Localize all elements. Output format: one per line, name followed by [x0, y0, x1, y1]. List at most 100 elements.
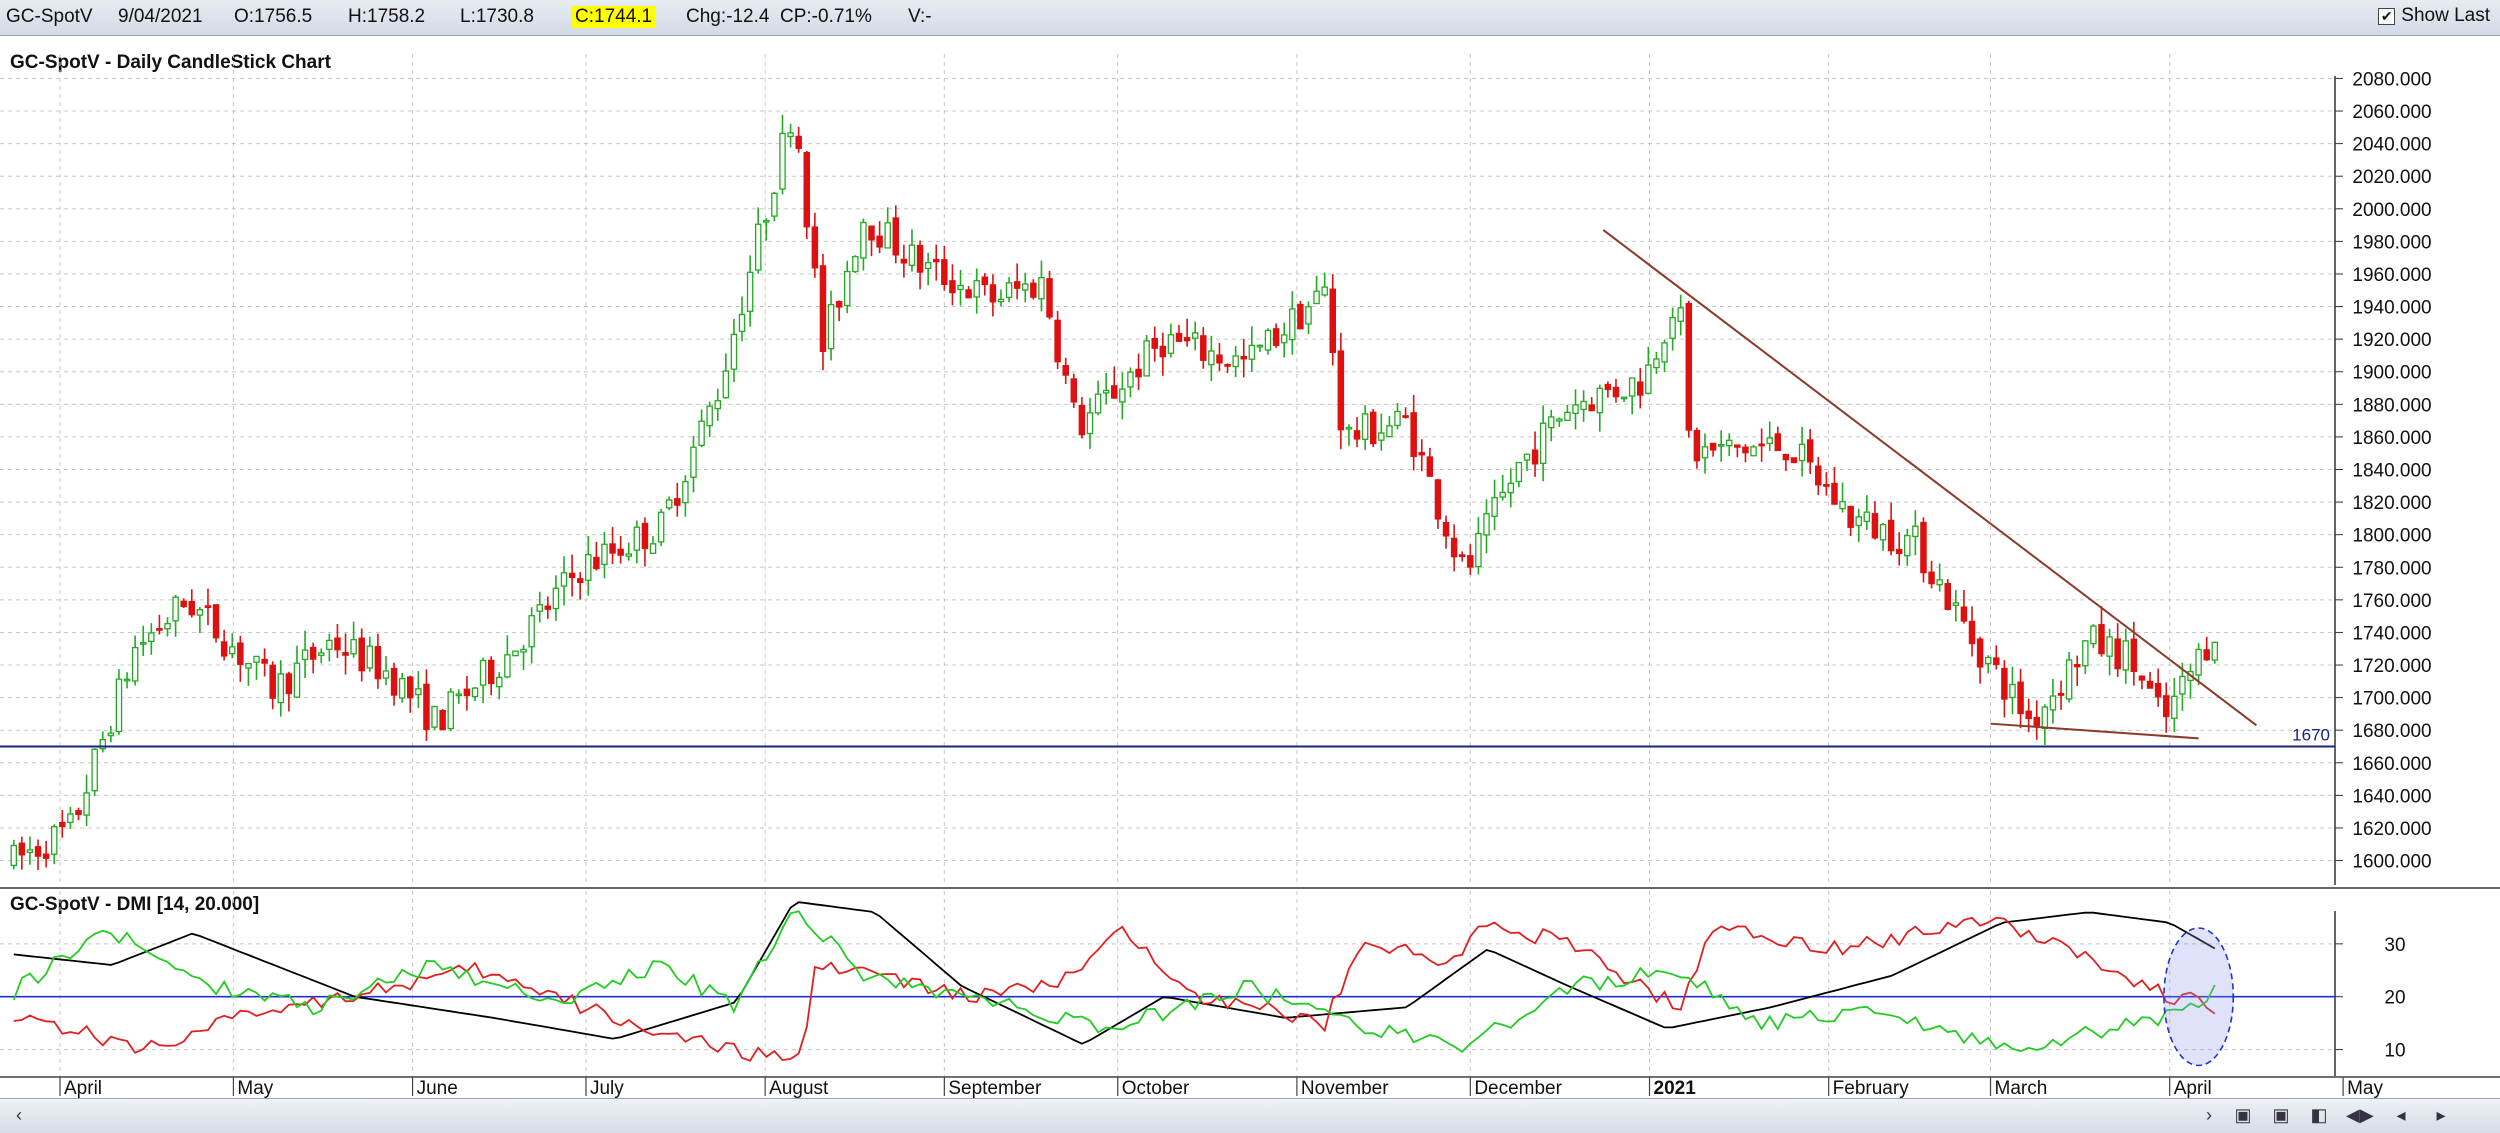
- candle-body: [50, 826, 58, 855]
- zoom-out-icon[interactable]: ▣: [2272, 1105, 2290, 1125]
- candle-body: [1256, 344, 1264, 348]
- step-left-icon[interactable]: ◂: [2396, 1105, 2406, 1125]
- candle-body: [1806, 439, 1814, 463]
- candle-body: [2203, 649, 2210, 661]
- show-last-checkbox[interactable]: ✔: [2378, 7, 2396, 25]
- candle-body: [512, 650, 519, 657]
- show-last-label: Show Last: [2401, 5, 2490, 26]
- candle-body: [180, 600, 187, 608]
- scroll-left-arrow[interactable]: ‹: [16, 1105, 22, 1125]
- candle-body: [1709, 442, 1717, 451]
- candle-body: [1070, 378, 1078, 403]
- candle-body: [1726, 439, 1733, 447]
- time-axis: April May June July August September October No…: [0, 1076, 2500, 1098]
- time-tick-label: October: [1122, 1078, 1190, 1098]
- zoom-in-icon[interactable]: ▣: [2234, 1105, 2252, 1125]
- symbol-label: GC-SpotV: [6, 6, 93, 27]
- candle-body: [593, 556, 600, 570]
- candle-body: [1313, 290, 1320, 305]
- price-tick-label: 1920.000: [2352, 330, 2431, 351]
- chart-canvas[interactable]: GC-SpotV - Daily CandleStick Chart 1600.0…: [0, 36, 2500, 1098]
- candle-body: [269, 664, 276, 699]
- candle-body: [706, 405, 713, 427]
- price-tick-label: 1780.000: [2352, 558, 2431, 579]
- price-tick-label: 1680.000: [2352, 721, 2431, 742]
- candle-body: [1936, 579, 1943, 586]
- candle-body: [237, 642, 244, 665]
- candle-body: [1183, 337, 1191, 342]
- candle-body: [1232, 355, 1239, 368]
- candle-body: [1507, 482, 1515, 494]
- candle-body: [1815, 465, 1822, 486]
- candle-body: [1628, 377, 1636, 397]
- candle-body: [1078, 404, 1086, 436]
- price-tick-label: 1660.000: [2352, 754, 2431, 775]
- candle-body: [220, 641, 228, 657]
- candle-body: [641, 522, 649, 550]
- candle-body: [34, 846, 42, 857]
- scroll-bar[interactable]: ‹ › ▣ ▣ ◧ ◀▶ ◂ ▸: [0, 1098, 2500, 1133]
- candle-body: [1823, 484, 1830, 487]
- candle-body: [949, 280, 956, 294]
- candle-body: [1410, 412, 1417, 458]
- dmi-tick-label: 20: [2384, 988, 2405, 1009]
- candle-body: [746, 271, 754, 312]
- step-right-icon[interactable]: ▸: [2436, 1105, 2446, 1125]
- time-tick-label: May: [237, 1078, 273, 1098]
- candle-body: [382, 670, 390, 679]
- candle-body: [261, 658, 268, 664]
- candle-body: [1329, 288, 1337, 353]
- candle-body: [1159, 345, 1167, 358]
- scroll-right-arrow[interactable]: ›: [2206, 1105, 2212, 1125]
- date-label: 9/04/2021: [118, 6, 203, 27]
- candle-body: [1426, 456, 1434, 477]
- candle-body: [1289, 308, 1296, 341]
- time-tick-label: August: [769, 1078, 829, 1098]
- candle-body: [1758, 443, 1765, 447]
- candle-body: [1467, 555, 1474, 568]
- candle-body: [496, 676, 503, 688]
- candle-body: [1912, 525, 1919, 538]
- candle-body: [2098, 624, 2105, 655]
- price-tick-label: 1740.000: [2352, 623, 2431, 644]
- show-last-toggle[interactable]: ✔ Show Last: [2378, 5, 2490, 27]
- candle-body: [2090, 625, 2097, 645]
- candle-body: [536, 604, 543, 612]
- candle-body: [107, 732, 115, 737]
- price-tick-label: 2040.000: [2352, 135, 2431, 156]
- support-line-label: 1670: [2292, 726, 2330, 745]
- candle-body: [1369, 411, 1377, 445]
- page-right-icon[interactable]: ◀▶: [2346, 1105, 2374, 1125]
- candle-body: [771, 192, 778, 217]
- candle-body: [1305, 306, 1312, 325]
- candle-body: [1920, 521, 1927, 574]
- price-tick-label: 2020.000: [2352, 167, 2431, 188]
- candle-body: [1515, 461, 1523, 483]
- candle-body: [1871, 513, 1879, 539]
- candle-body: [479, 659, 487, 686]
- candle-body: [609, 543, 616, 554]
- candle-body: [649, 543, 657, 554]
- candle-body: [1200, 335, 1207, 361]
- candle-body: [754, 223, 762, 271]
- candle-body: [228, 646, 236, 655]
- candle-body: [91, 748, 98, 792]
- candle-body: [819, 265, 827, 352]
- candle-body: [26, 849, 34, 853]
- quote-bar: GC-SpotV 9/04/2021 O:1756.5 H:1758.2 L:1…: [0, 0, 2500, 36]
- candle-body: [1013, 281, 1021, 289]
- price-tick-label: 1900.000: [2352, 363, 2431, 384]
- candle-body: [390, 667, 398, 696]
- candle-body: [1952, 602, 1960, 606]
- candle-body: [487, 659, 495, 685]
- candle-body: [1855, 516, 1862, 527]
- candle-body: [932, 258, 940, 263]
- page-left-icon[interactable]: ◧: [2310, 1105, 2328, 1125]
- price-tick-label: 1760.000: [2352, 591, 2431, 612]
- candle-body: [1353, 430, 1361, 440]
- candle-body: [1418, 451, 1426, 456]
- candle-body: [900, 258, 908, 264]
- candle-body: [1143, 340, 1150, 377]
- candle-body: [2154, 682, 2162, 698]
- candle-body: [99, 739, 107, 750]
